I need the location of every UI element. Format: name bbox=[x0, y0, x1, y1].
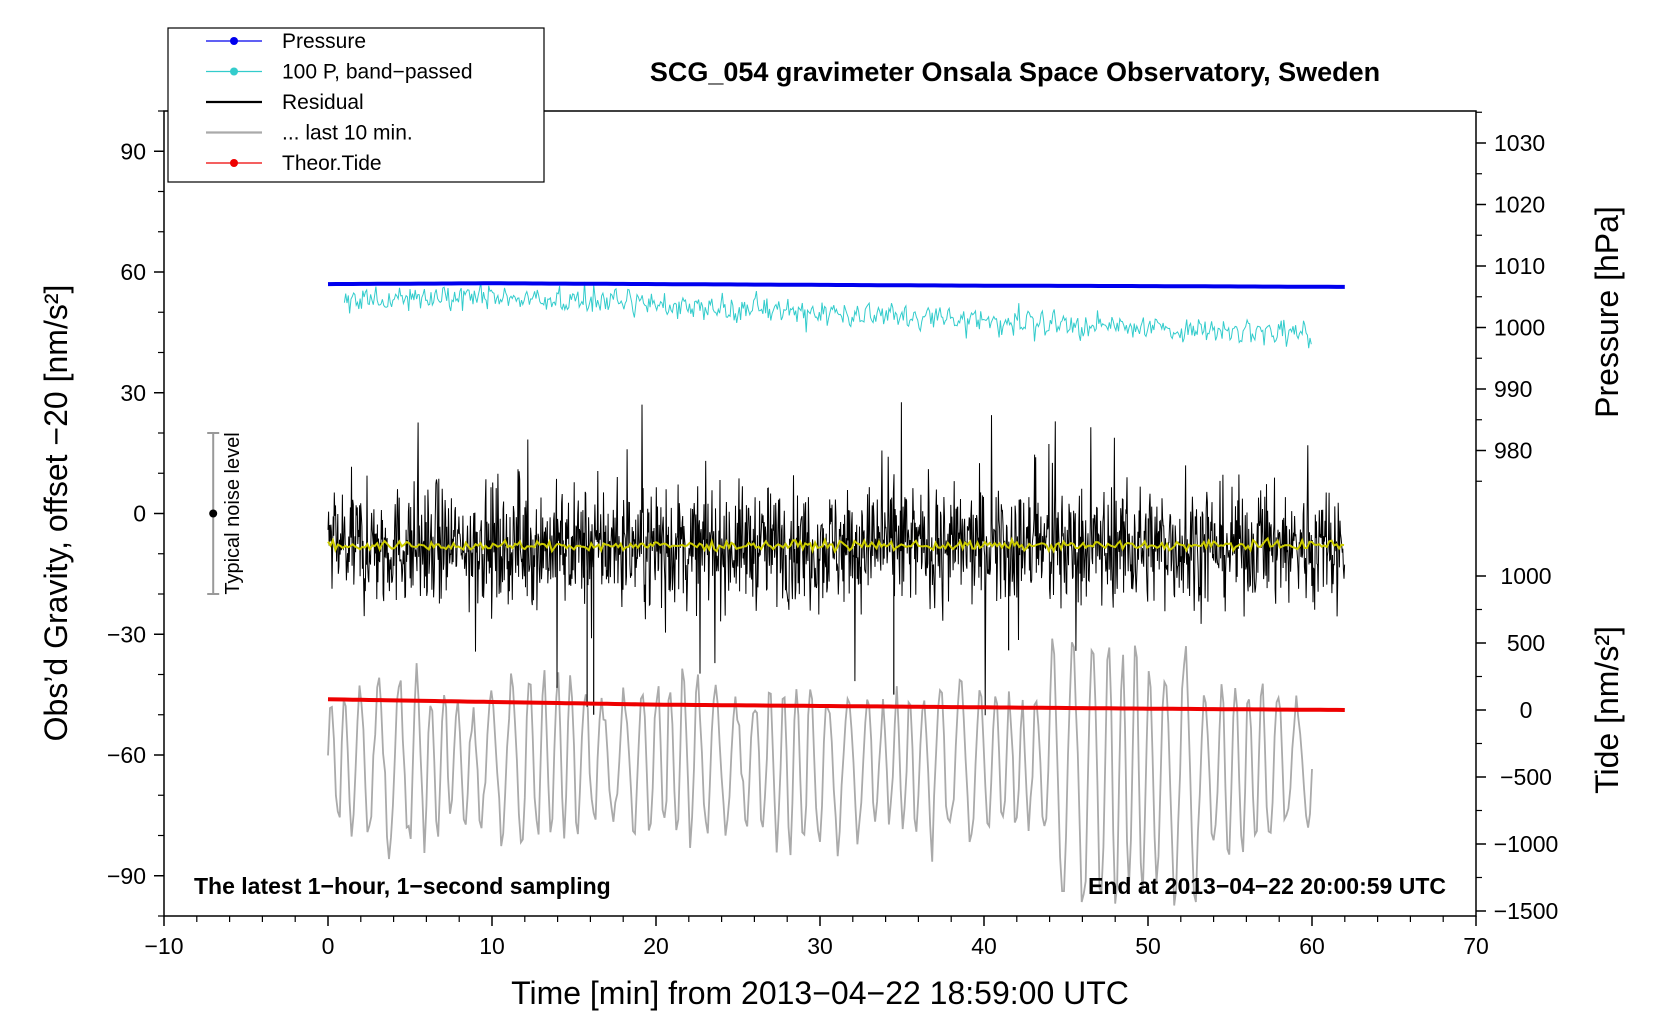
y-left-tick-label: −30 bbox=[107, 621, 146, 647]
y-left-tick-label: 0 bbox=[133, 501, 146, 527]
legend-label: Pressure bbox=[282, 30, 366, 53]
series-residual-mean-line bbox=[327, 536, 1345, 554]
noise-level-indicator: Typical noise level bbox=[207, 432, 244, 595]
noise-level-center-dot bbox=[209, 509, 218, 518]
tide-tick-label: 500 bbox=[1507, 630, 1545, 656]
x-axis-title: Time [min] from 2013−04−22 18:59:00 UTC bbox=[511, 975, 1129, 1011]
x-tick-label: −10 bbox=[144, 933, 183, 959]
tide-tick-label: −1000 bbox=[1494, 831, 1559, 857]
series-pressure-line bbox=[327, 281, 1345, 289]
note-right: End at 2013−04−22 20:00:59 UTC bbox=[1088, 873, 1446, 899]
pressure-tick-label: 980 bbox=[1494, 438, 1532, 464]
y-axis-pressure-title: Pressure [hPa] bbox=[1589, 206, 1625, 418]
x-tick-label: 60 bbox=[1299, 933, 1325, 959]
pressure-tick-label: 1030 bbox=[1494, 130, 1545, 156]
pressure-tick-label: 1010 bbox=[1494, 253, 1545, 279]
chart-title: SCG_054 gravimeter Onsala Space Observat… bbox=[650, 57, 1380, 87]
legend-swatch-marker bbox=[230, 37, 238, 45]
tide-tick-label: 1000 bbox=[1500, 563, 1551, 589]
series-layer bbox=[327, 281, 1346, 906]
x-tick-label: 20 bbox=[643, 933, 669, 959]
y-axis-left-title: Obs’d Gravity, offset −20 [nm/s²] bbox=[38, 285, 74, 742]
x-tick-label: 40 bbox=[971, 933, 997, 959]
x-tick-label: 50 bbox=[1135, 933, 1161, 959]
x-tick-label: 0 bbox=[322, 933, 335, 959]
y-left-tick-label: 60 bbox=[120, 259, 146, 285]
x-tick-label: 10 bbox=[479, 933, 505, 959]
legend-items: Pressure 100 P, band−passed Residual ... la… bbox=[206, 30, 473, 175]
tide-tick-label: 0 bbox=[1520, 697, 1533, 723]
legend-swatch-marker bbox=[230, 67, 238, 76]
pressure-tick-label: 1020 bbox=[1494, 192, 1545, 218]
pressure-tick-label: 1000 bbox=[1494, 315, 1545, 341]
y-left-tick-label: 90 bbox=[120, 138, 146, 164]
y-left-tick-label: −60 bbox=[107, 742, 146, 768]
x-tick-label: 30 bbox=[807, 933, 833, 959]
series-last-10-min-line bbox=[327, 638, 1313, 906]
series-theor-tide-line bbox=[327, 697, 1345, 712]
tide-tick-label: −1500 bbox=[1494, 898, 1559, 924]
pressure-tick-label: 990 bbox=[1494, 376, 1532, 402]
legend-label: 100 P, band−passed bbox=[282, 61, 473, 84]
noise-level-label: Typical noise level bbox=[222, 432, 244, 594]
ticks-layer: −10 0 10 20 30 40 50 60 709060300−30−60−90103010… bbox=[107, 110, 1559, 959]
legend-label: ... last 10 min. bbox=[282, 122, 413, 145]
tide-tick-label: −500 bbox=[1500, 764, 1552, 790]
x-tick-label: 70 bbox=[1463, 933, 1489, 959]
legend-box bbox=[167, 27, 545, 183]
legend-label: Residual bbox=[282, 91, 364, 114]
legend: Pressure 100 P, band−passed Residual ... la… bbox=[167, 27, 545, 183]
y-left-tick-label: 30 bbox=[120, 380, 146, 406]
legend-label: Theor.Tide bbox=[282, 152, 382, 175]
y-axis-tide-title: Tide [nm/s²] bbox=[1589, 626, 1625, 794]
legend-swatch-marker bbox=[230, 159, 238, 167]
y-left-tick-label: −90 bbox=[107, 863, 146, 889]
series-band-passed-line bbox=[343, 281, 1312, 349]
note-left: The latest 1−hour, 1−second sampling bbox=[194, 873, 611, 899]
series-residual-line bbox=[327, 402, 1346, 716]
